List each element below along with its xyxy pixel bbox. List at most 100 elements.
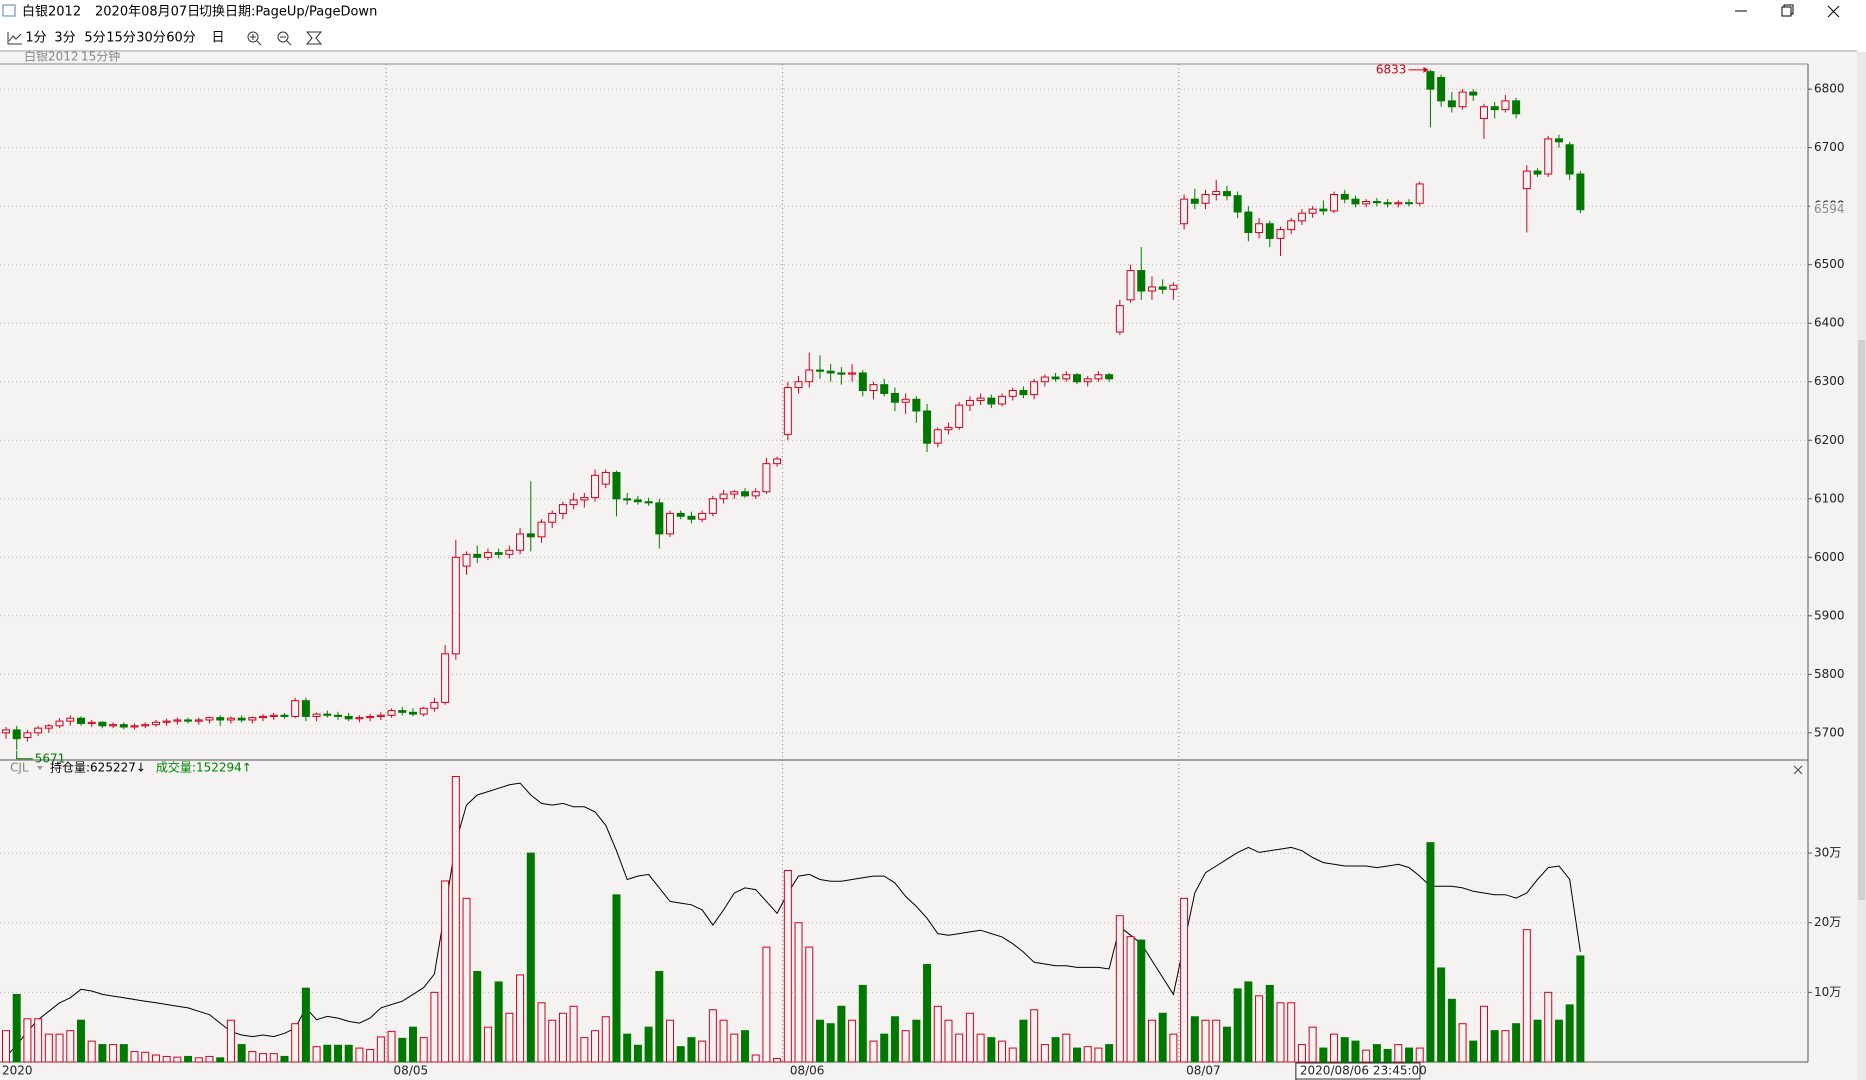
volume-bar	[269, 1053, 278, 1063]
candle-body	[719, 493, 728, 500]
volume-bar	[923, 964, 932, 1063]
candle-body	[376, 714, 385, 717]
candle-body	[837, 372, 846, 375]
candle-body	[1137, 270, 1146, 292]
volume-bar	[226, 1019, 235, 1063]
volume-bar	[441, 880, 450, 1063]
period-button[interactable]: 1分	[25, 31, 46, 46]
chart-type-icon[interactable]	[7, 32, 22, 45]
candle-body	[676, 512, 685, 517]
volume-bar	[44, 1033, 53, 1063]
y-tick-label: 6800	[1814, 82, 1845, 96]
candle-body	[1447, 100, 1456, 108]
y-tick-label: 6700	[1814, 140, 1845, 154]
volume-bar	[1040, 1044, 1049, 1063]
volume-bar	[237, 1044, 246, 1063]
zoom-out-button[interactable]	[277, 31, 292, 46]
min-arrow	[16, 750, 33, 760]
candle-body	[783, 387, 792, 435]
volume-bar	[130, 1051, 139, 1063]
candle-body	[644, 501, 653, 504]
reset-zoom-button[interactable]	[305, 31, 323, 45]
volume-bar	[858, 984, 867, 1063]
volume-bar	[1340, 1037, 1349, 1063]
volume-bar	[1105, 1044, 1114, 1063]
volume-bar	[1533, 1019, 1542, 1063]
close-button[interactable]	[1827, 5, 1840, 18]
candle-body	[248, 717, 257, 721]
candle-body	[473, 553, 482, 558]
y-tick-label: 6000	[1814, 550, 1845, 564]
restore-button[interactable]	[1781, 4, 1794, 17]
volume-bar	[1212, 1019, 1221, 1063]
candle-body	[730, 491, 739, 495]
indicator-name[interactable]: CJL	[10, 761, 29, 775]
volume-bar	[34, 1018, 43, 1063]
y-tick-label: 6300	[1814, 374, 1845, 388]
volume-bar	[1222, 1026, 1231, 1063]
period-button[interactable]: 3分	[54, 31, 75, 46]
candle-body	[1030, 381, 1039, 396]
candle-body	[1437, 76, 1446, 102]
volume-bar	[1169, 1033, 1178, 1063]
volume-bar	[408, 1026, 417, 1063]
volume-bar	[698, 1040, 707, 1063]
volume-bar	[591, 1030, 600, 1063]
candle-body	[1469, 91, 1478, 96]
period-button[interactable]: 30分	[136, 31, 166, 46]
volume-bar	[548, 1019, 557, 1063]
max-label: 6833	[1376, 62, 1407, 76]
volume-bar	[1362, 1049, 1371, 1063]
volume-bar	[23, 1018, 32, 1063]
candle-body	[1490, 106, 1499, 111]
volume-bar	[1180, 897, 1189, 1063]
volume-bar	[1469, 1040, 1478, 1063]
volume-bar	[987, 1037, 996, 1063]
scrollbar-thumb[interactable]	[1858, 340, 1865, 900]
period-button[interactable]: 15分	[106, 31, 136, 46]
volume-bar	[505, 1012, 514, 1063]
volume-bar	[890, 1016, 899, 1063]
candle-body	[1105, 374, 1114, 380]
volume-bar	[141, 1051, 150, 1063]
volume-bar	[12, 993, 21, 1063]
volume-bar	[633, 1044, 642, 1063]
volume-bar	[783, 869, 792, 1063]
period-button[interactable]: 5分	[84, 31, 105, 46]
volume-bar	[805, 946, 814, 1063]
period-button[interactable]: 60分	[166, 31, 196, 46]
zoom-in-button[interactable]	[247, 31, 262, 46]
volume-bar	[1330, 1033, 1339, 1063]
candle-body	[334, 714, 343, 717]
candle-body	[44, 725, 53, 729]
last-price-box	[1810, 202, 1850, 217]
candle-body	[794, 381, 803, 389]
candle-body	[98, 721, 107, 727]
indicator-dropdown[interactable]	[37, 766, 43, 770]
candle-body	[537, 521, 546, 538]
volume-bar	[569, 1005, 578, 1063]
volume-bar	[1576, 955, 1585, 1063]
volume-bar	[1554, 1019, 1563, 1063]
close-pane-button[interactable]	[1793, 765, 1803, 775]
volume-bar	[848, 1019, 857, 1063]
candle-body	[708, 498, 717, 514]
volume-bar	[398, 1037, 407, 1063]
candle-body	[1008, 390, 1017, 397]
volume-bar	[1437, 967, 1446, 1063]
candle-body	[655, 502, 664, 535]
candle-body	[923, 410, 932, 444]
candle-body	[1233, 195, 1242, 213]
period-button[interactable]: 日	[211, 31, 224, 46]
volume-bar	[323, 1044, 332, 1063]
volume-bar	[1522, 929, 1531, 1063]
volume-bar	[719, 1019, 728, 1063]
volume-bar	[419, 1037, 428, 1063]
volume-bar	[344, 1044, 353, 1063]
candle-body	[1265, 223, 1274, 239]
volume-bar	[1297, 1044, 1306, 1063]
volume-bar	[483, 1026, 492, 1063]
volume-bar	[516, 974, 525, 1063]
volume-bar	[1083, 1046, 1092, 1063]
y-tick-label: 6500	[1814, 257, 1845, 271]
